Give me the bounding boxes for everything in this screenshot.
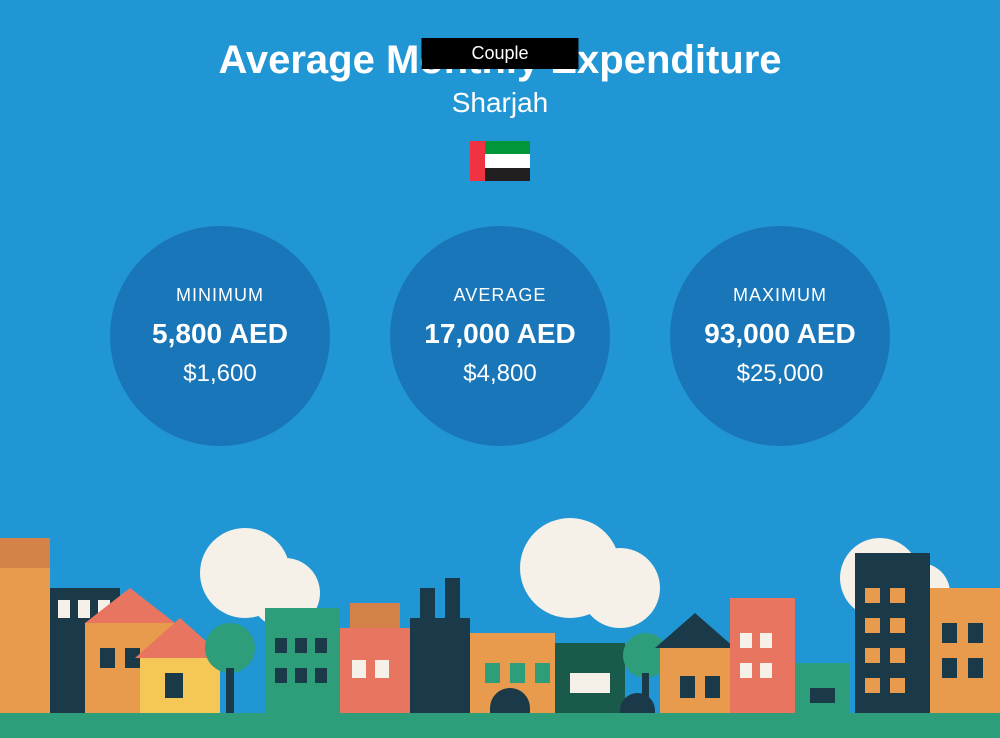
- stat-maximum: MAXIMUM 93,000 AED $25,000: [670, 226, 890, 446]
- stat-value-aed: 17,000 AED: [424, 318, 576, 350]
- cityscape-illustration: [0, 508, 1000, 738]
- stat-value-usd: $4,800: [463, 360, 536, 388]
- stat-label: MINIMUM: [176, 285, 264, 306]
- stat-minimum: MINIMUM 5,800 AED $1,600: [110, 226, 330, 446]
- stat-value-aed: 93,000 AED: [704, 318, 856, 350]
- stats-container: MINIMUM 5,800 AED $1,600 AVERAGE 17,000 …: [0, 226, 1000, 446]
- stat-label: MAXIMUM: [733, 285, 827, 306]
- category-label: Couple: [421, 38, 578, 69]
- stat-label: AVERAGE: [454, 285, 547, 306]
- stat-average: AVERAGE 17,000 AED $4,800: [390, 226, 610, 446]
- stat-value-usd: $1,600: [183, 360, 256, 388]
- uae-flag-icon: [470, 141, 530, 181]
- location-subtitle: Sharjah: [0, 87, 1000, 119]
- stat-value-aed: 5,800 AED: [152, 318, 288, 350]
- stat-value-usd: $25,000: [737, 360, 824, 388]
